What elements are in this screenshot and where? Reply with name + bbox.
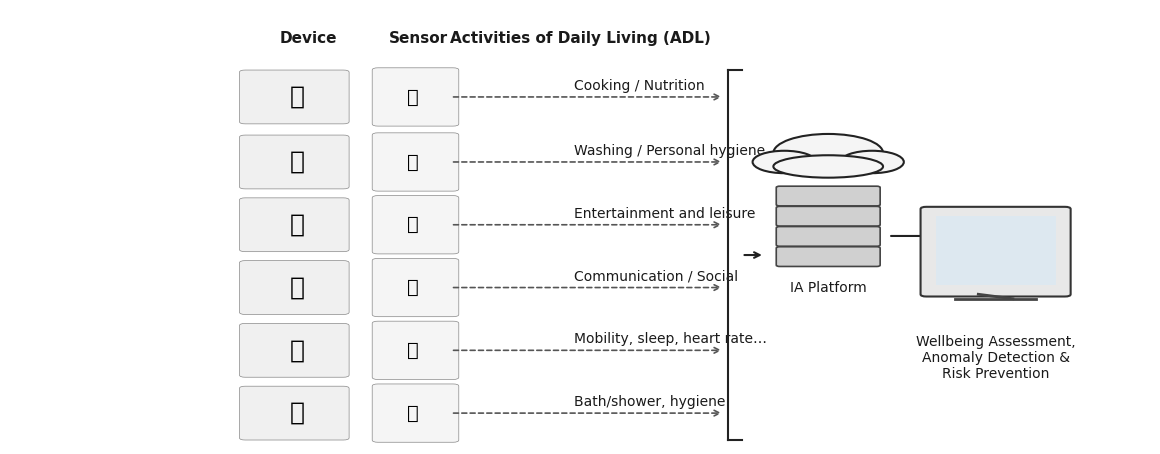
Text: Activities of Daily Living (ADL): Activities of Daily Living (ADL) <box>450 31 710 46</box>
FancyBboxPatch shape <box>936 216 1056 285</box>
Text: Entertainment and leisure: Entertainment and leisure <box>574 207 755 221</box>
Text: Wellbeing Assessment,
Anomaly Detection &
Risk Prevention: Wellbeing Assessment, Anomaly Detection … <box>915 335 1075 381</box>
Text: IA Platform: IA Platform <box>790 281 867 295</box>
Ellipse shape <box>840 151 904 173</box>
Text: 🚿: 🚿 <box>290 401 305 425</box>
Ellipse shape <box>774 134 883 172</box>
Text: 📱: 📱 <box>290 276 305 300</box>
FancyBboxPatch shape <box>239 261 349 315</box>
FancyBboxPatch shape <box>239 198 349 252</box>
FancyBboxPatch shape <box>239 386 349 440</box>
FancyBboxPatch shape <box>372 68 459 126</box>
FancyBboxPatch shape <box>776 247 880 266</box>
FancyBboxPatch shape <box>372 258 459 317</box>
Text: Mobility, sleep, heart rate…: Mobility, sleep, heart rate… <box>574 332 767 346</box>
Text: 🔌: 🔌 <box>407 153 419 172</box>
Text: 🍳: 🍳 <box>290 85 305 109</box>
Text: Washing / Personal hygiene: Washing / Personal hygiene <box>574 144 766 158</box>
Text: ⌚: ⌚ <box>290 338 305 362</box>
Ellipse shape <box>774 155 883 178</box>
Text: Bath/shower, hygiene: Bath/shower, hygiene <box>574 395 726 409</box>
FancyBboxPatch shape <box>776 186 880 206</box>
FancyBboxPatch shape <box>372 196 459 254</box>
Text: 📺: 📺 <box>290 213 305 237</box>
Text: Sensor: Sensor <box>389 31 448 46</box>
Text: Device: Device <box>280 31 338 46</box>
FancyBboxPatch shape <box>921 207 1071 296</box>
Text: 📡: 📡 <box>407 404 419 423</box>
Text: Communication / Social: Communication / Social <box>574 269 739 283</box>
FancyBboxPatch shape <box>776 207 880 226</box>
FancyBboxPatch shape <box>776 227 880 246</box>
Text: 🔌: 🔌 <box>407 215 419 234</box>
FancyBboxPatch shape <box>239 323 349 377</box>
Ellipse shape <box>753 151 817 173</box>
Text: 🔌: 🔌 <box>407 88 419 106</box>
FancyBboxPatch shape <box>239 70 349 124</box>
Text: Cooking / Nutrition: Cooking / Nutrition <box>574 79 705 93</box>
Text: 🔋: 🔋 <box>407 341 419 360</box>
FancyBboxPatch shape <box>372 384 459 442</box>
Text: 💻: 💻 <box>407 278 419 297</box>
FancyBboxPatch shape <box>239 135 349 189</box>
FancyBboxPatch shape <box>372 321 459 380</box>
Text: 🫧: 🫧 <box>290 150 305 174</box>
FancyBboxPatch shape <box>372 133 459 191</box>
